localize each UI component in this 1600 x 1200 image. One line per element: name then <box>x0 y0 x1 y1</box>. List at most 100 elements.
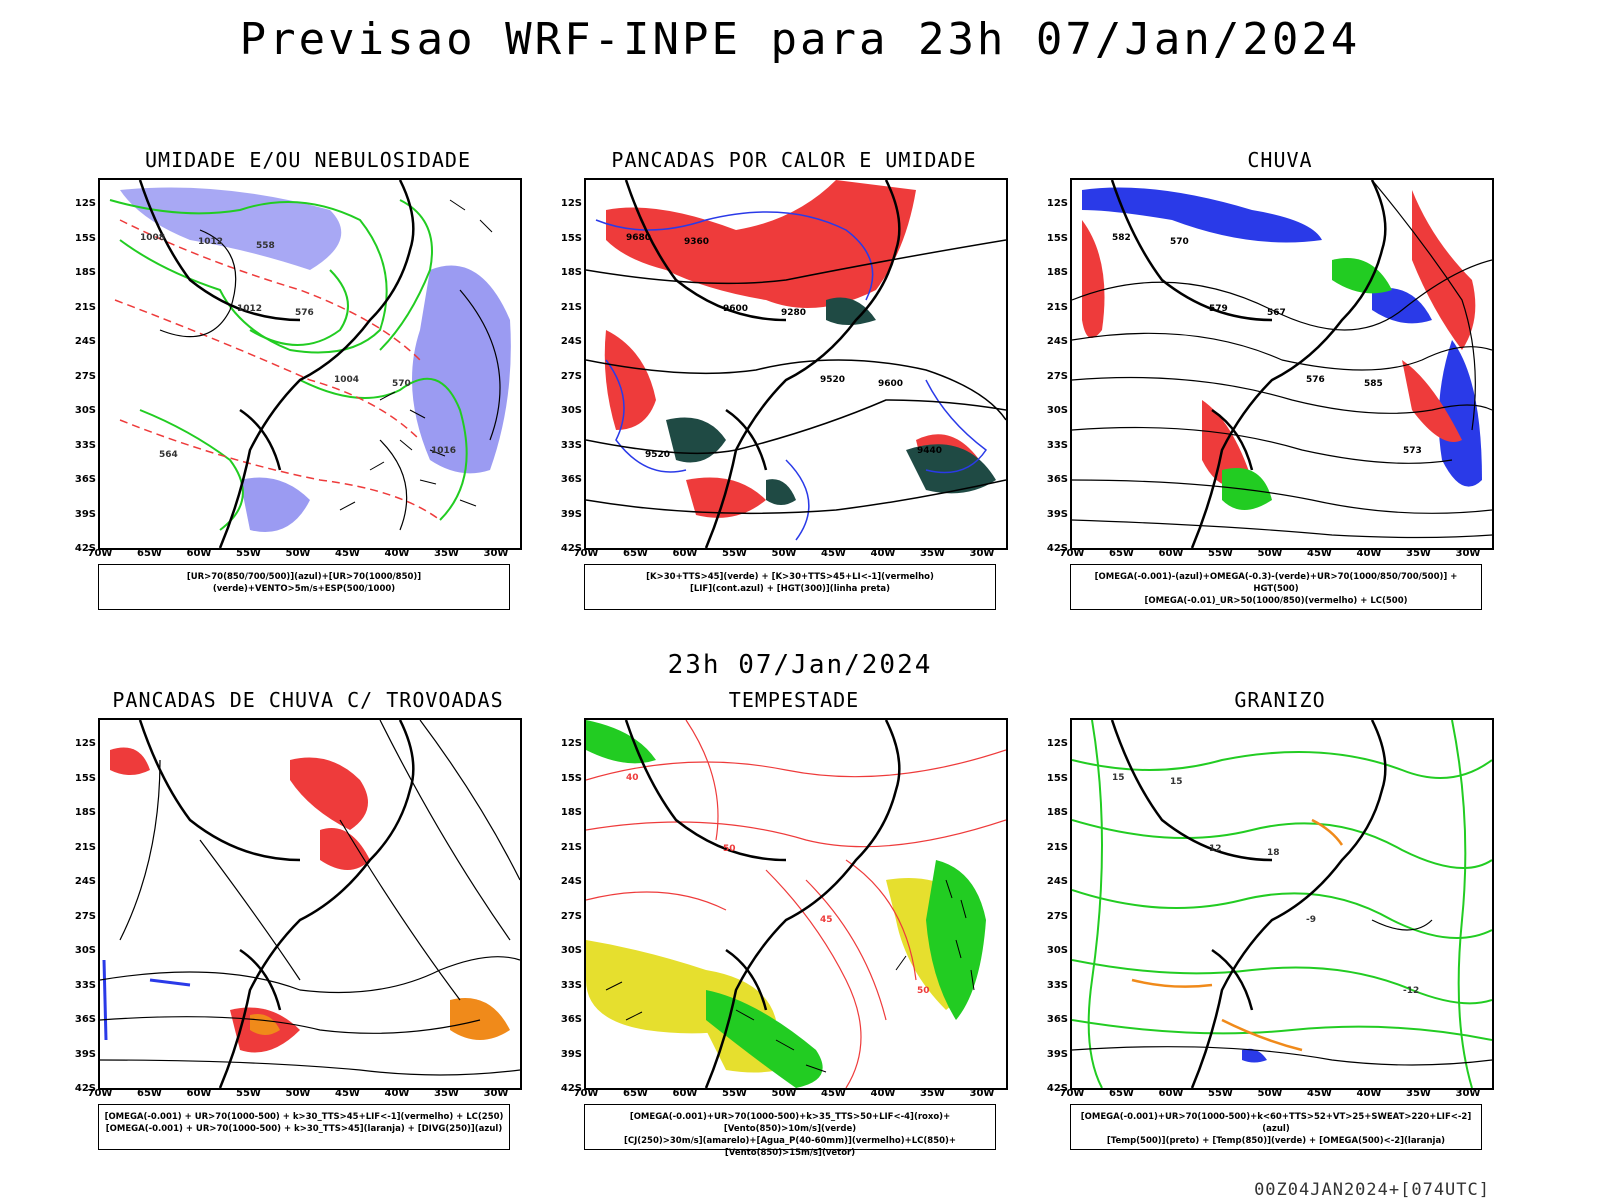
lat-tick-label: 30S <box>1046 945 1068 956</box>
contour-label: 15 <box>1112 773 1125 783</box>
lon-tick-label: 30W <box>483 1088 509 1099</box>
lat-tick-label: 27S <box>74 370 96 382</box>
lat-tick-label: 15S <box>1046 772 1068 784</box>
contour-label: 9520 <box>645 450 670 460</box>
lon-tick-label: 55W <box>1208 548 1233 559</box>
lon-tick-label: 35W <box>1406 548 1431 559</box>
lon-tick-label: 40W <box>384 548 410 559</box>
lon-tick-label: 70W <box>573 1088 599 1099</box>
contour-label: 15 <box>1170 777 1183 787</box>
lon-tick-label: 70W <box>87 548 113 559</box>
panel-legend: [K>30+TTS>45](verde) + [K>30+TTS>45+LI<-… <box>584 564 996 610</box>
map-area: 15 12 -9 -12 15 18 <box>1070 718 1494 1090</box>
lon-tick-label: 65W <box>1109 1088 1134 1099</box>
black-temp500-contours <box>1072 919 1492 1066</box>
contour-label: 9440 <box>917 446 942 456</box>
legend-line: [OMEGA(-0.001)+UR>70(1000-500)+k>35_TTS>… <box>629 1112 951 1134</box>
lat-tick-label: 21S <box>1046 841 1068 853</box>
lat-tick-label: 27S <box>560 370 582 382</box>
lat-tick-label: 15S <box>74 232 96 244</box>
lat-tick-label: 33S <box>1046 979 1068 991</box>
lat-tick-label: 18S <box>560 267 582 278</box>
black-wind-vectors <box>605 879 975 1073</box>
lon-tick-label: 40W <box>870 548 896 559</box>
main-title: Previsao WRF-INPE para 23h 07/Jan/2024 <box>239 14 1361 65</box>
lon-tick-label: 50W <box>771 1088 797 1099</box>
lon-tick-label: 35W <box>920 1088 945 1099</box>
lon-tick-label: 40W <box>1356 548 1382 559</box>
contour-label: 1008 <box>140 233 165 243</box>
map-area: 582 579 576 573 570 567 585 <box>1070 178 1494 550</box>
black-isobars <box>159 229 501 531</box>
contour-label: 576 <box>1306 375 1325 385</box>
lat-tick-label: 33S <box>560 979 582 991</box>
lat-tick-label: 18S <box>74 807 96 818</box>
contour-label: 564 <box>159 450 178 460</box>
lat-tick-label: 12S <box>1046 738 1068 749</box>
lon-tick-label: 65W <box>1109 548 1134 559</box>
contour-label: 567 <box>1267 308 1286 318</box>
lon-tick-label: 50W <box>1257 1088 1283 1099</box>
panel-legend: [OMEGA(-0.001) + UR>70(1000-500) + k>30_… <box>98 1104 510 1150</box>
coastline-borders <box>1110 720 1387 1088</box>
lon-tick-label: 60W <box>1158 548 1184 559</box>
contour-label: 9680 <box>626 233 651 243</box>
panel-pancadas-calor: PANCADAS POR CALOR E UMIDADE <box>554 148 1034 628</box>
lon-tick-label: 60W <box>672 548 698 559</box>
lat-tick-label: 36S <box>560 1014 582 1025</box>
contour-label: -9 <box>1306 915 1316 925</box>
lat-tick-label: 39S <box>560 1048 582 1060</box>
legend-line: [CJ(250)>30m/s](amarelo)+[Agua_P(40-60mm… <box>623 1136 957 1158</box>
lat-tick-label: 27S <box>560 910 582 922</box>
coastline-borders <box>138 720 415 1088</box>
lat-tick-label: 39S <box>74 1048 96 1060</box>
contour-label: 582 <box>1112 233 1131 243</box>
lon-tick-label: 55W <box>236 548 261 559</box>
panel-legend: [OMEGA(-0.001)+UR>70(1000-500)+k<60+TTS>… <box>1070 1104 1482 1150</box>
lat-tick-label: 39S <box>1046 508 1068 520</box>
lat-tick-label: 30S <box>560 405 582 416</box>
legend-line: [OMEGA(-0.001) + UR>70(1000-500) + k>30_… <box>104 1112 504 1122</box>
lat-tick-label: 21S <box>1046 301 1068 313</box>
lon-tick-label: 45W <box>821 1088 846 1099</box>
lon-tick-label: 55W <box>722 1088 747 1099</box>
lon-tick-label: 30W <box>483 548 509 559</box>
lat-tick-label: 33S <box>1046 439 1068 451</box>
legend-line: [Temp(500)](preto) + [Temp(850)](verde) … <box>1106 1136 1446 1146</box>
lat-tick-label: 21S <box>74 841 96 853</box>
lon-tick-label: 40W <box>384 1088 410 1099</box>
orange-omega-areas <box>1131 818 1344 1052</box>
lat-tick-label: 24S <box>1046 336 1068 347</box>
blue-omega-areas <box>1082 187 1482 487</box>
lat-tick-label: 30S <box>1046 405 1068 416</box>
contour-label: 9280 <box>781 308 806 318</box>
coastline-borders <box>624 180 901 548</box>
purple-humidity-areas <box>120 187 511 532</box>
wind-vectors <box>339 199 493 511</box>
contour-label: 1016 <box>431 446 456 456</box>
panel-title: PANCADAS DE CHUVA C/ TROVOADAS <box>112 688 504 712</box>
coastline-borders <box>138 180 415 548</box>
map-area: 9680 9600 9520 9440 9360 9280 9600 9520 <box>584 178 1008 550</box>
panel-title: PANCADAS POR CALOR E UMIDADE <box>611 148 977 172</box>
red-dashed-contours <box>114 219 441 521</box>
map-area: 40 50 45 50 <box>584 718 1008 1090</box>
lat-tick-label: 24S <box>560 876 582 887</box>
lat-tick-label: 27S <box>1046 370 1068 382</box>
lat-tick-label: 39S <box>74 508 96 520</box>
lat-tick-label: 42S <box>1046 1083 1068 1094</box>
black-streamlines <box>1072 180 1492 539</box>
lat-tick-label: 39S <box>1046 1048 1068 1060</box>
panel-title: CHUVA <box>1247 148 1313 172</box>
black-streamlines <box>100 720 520 1076</box>
legend-line: [LIF](cont.azul) + [HGT(300)](linha pret… <box>689 584 891 594</box>
lat-tick-label: 33S <box>560 439 582 451</box>
lat-tick-label: 18S <box>1046 267 1068 278</box>
lon-tick-label: 60W <box>186 548 212 559</box>
panel-legend: [OMEGA(-0.001)-(azul)+OMEGA(-0.3)-(verde… <box>1070 564 1482 610</box>
lon-tick-label: 45W <box>1307 1088 1332 1099</box>
lat-tick-label: 21S <box>560 841 582 853</box>
lon-tick-label: 60W <box>186 1088 212 1099</box>
lon-tick-label: 65W <box>137 1088 162 1099</box>
lat-tick-label: 36S <box>560 474 582 485</box>
